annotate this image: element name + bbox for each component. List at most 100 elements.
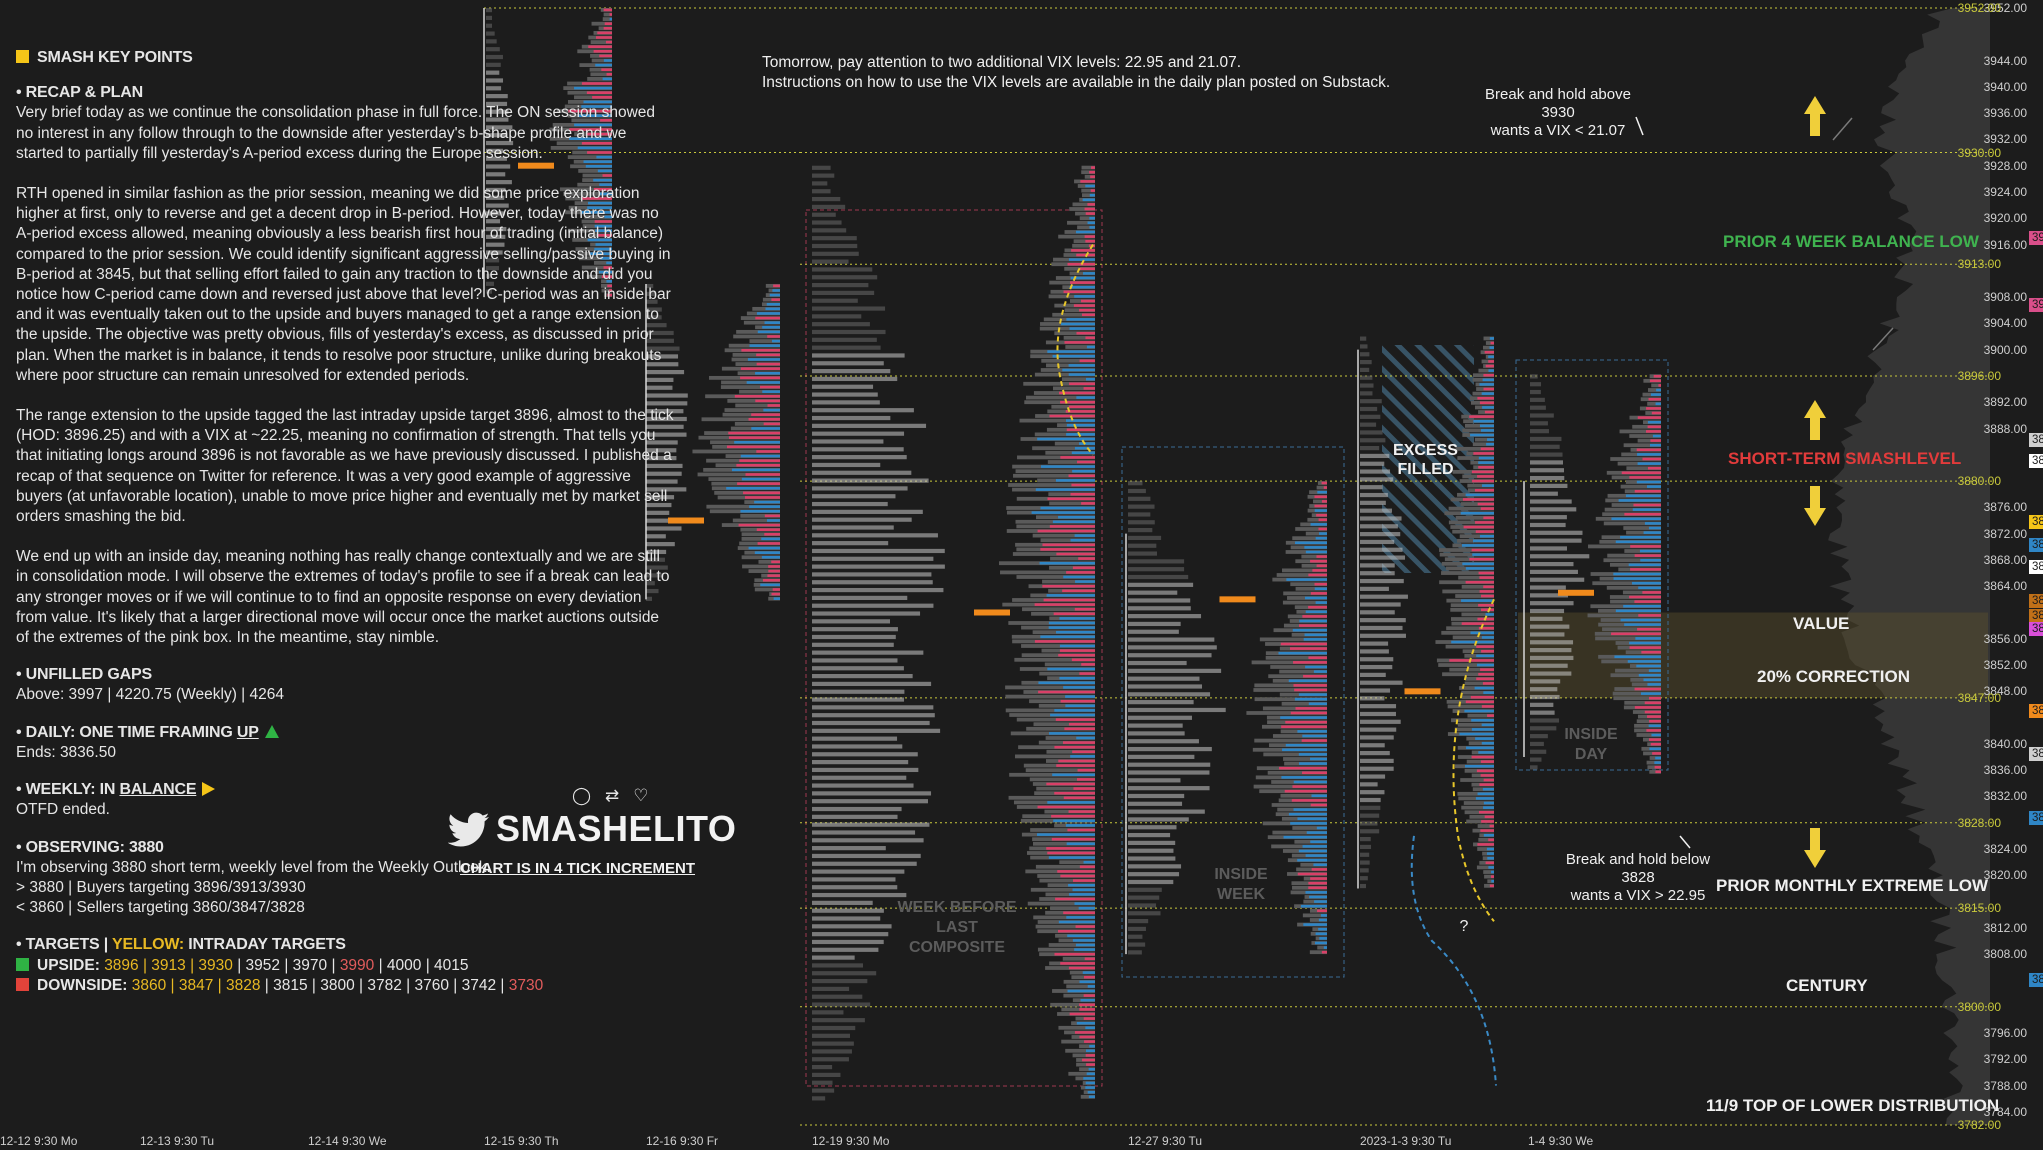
targets-heading: • TARGETS | YELLOW: INTRADAY TARGETS	[16, 936, 346, 954]
volume-bar	[1610, 457, 1661, 461]
heart-icon[interactable]: ♡	[633, 786, 663, 805]
tpo-row	[1530, 601, 1574, 606]
volume-bar	[741, 532, 780, 537]
delta-bar	[1046, 782, 1095, 786]
tpo-row	[1128, 919, 1149, 924]
volume-bar	[1487, 879, 1494, 884]
delta-bar	[1479, 783, 1494, 786]
retweet-icon[interactable]: ⇄	[605, 786, 634, 805]
pointer-below	[1679, 835, 1691, 849]
delta-bar	[587, 238, 612, 242]
delta-bar	[1040, 506, 1095, 510]
volume-bar	[1467, 483, 1494, 488]
delta-bar	[768, 569, 780, 573]
volume-bar	[1059, 860, 1095, 865]
volume-bar	[1084, 174, 1095, 179]
tpo-row	[646, 323, 667, 328]
tpo-row	[1360, 868, 1369, 873]
volume-bar	[1045, 736, 1095, 740]
delta-bar	[1629, 646, 1661, 649]
delta-bar	[1054, 709, 1095, 712]
tpo-row	[486, 62, 501, 67]
price-label: 3796.00	[1983, 1026, 2027, 1040]
tpo-row	[1360, 664, 1393, 670]
volume-bar	[1462, 428, 1494, 433]
delta-bar	[764, 532, 780, 536]
tpo-row	[812, 572, 932, 577]
delta-bar	[1478, 465, 1494, 469]
volume-bar	[1647, 401, 1661, 406]
delta-bar	[1651, 411, 1661, 415]
delta-bar	[1069, 893, 1095, 896]
tpo-row	[1128, 551, 1158, 556]
arrow-up-1	[1804, 96, 1826, 136]
delta-bar	[1048, 856, 1095, 859]
volume-bar	[1072, 1053, 1095, 1058]
volume-bar	[1461, 690, 1494, 695]
delta-bar	[1480, 594, 1494, 598]
tpo-row	[646, 315, 662, 320]
delta-bar	[593, 188, 612, 191]
tpo-row	[812, 1057, 849, 1062]
delta-bar	[1055, 479, 1095, 482]
volume-bar	[1068, 1071, 1095, 1076]
delta-bar	[1075, 230, 1095, 234]
delta-bar	[1063, 686, 1095, 689]
comment-icon[interactable]: ◯	[572, 786, 606, 805]
volume-bar	[1035, 864, 1095, 869]
time-label: 12-13 9:30 Tu	[140, 1134, 215, 1148]
delta-bar	[736, 463, 780, 467]
tpo-row	[812, 298, 858, 303]
delta-bar	[1483, 691, 1494, 694]
tpo-row	[1128, 504, 1155, 509]
level-price-label: 3800.00	[1957, 999, 2001, 1014]
tpo-row	[1530, 421, 1548, 426]
tpo-row	[646, 573, 664, 578]
delta-bar	[1465, 567, 1494, 570]
tpo-row	[486, 23, 492, 28]
time-label: 12-16 9:30 Fr	[646, 1134, 719, 1148]
delta-bar	[1476, 645, 1494, 648]
tpo-row	[812, 627, 898, 632]
delta-bar	[605, 40, 612, 44]
tpo-row	[1128, 739, 1199, 744]
delta-bar	[587, 201, 612, 205]
tpo-row	[1360, 852, 1370, 857]
delta-bar	[1634, 600, 1661, 603]
daily-text: Ends: 3836.50	[16, 743, 116, 761]
delta-bar	[1481, 484, 1494, 487]
delta-bar	[1077, 460, 1095, 464]
tpo-row	[646, 510, 670, 515]
volume-bar	[1073, 239, 1095, 244]
triangle-up-icon	[264, 724, 279, 738]
delta-bar	[1479, 401, 1494, 405]
delta-bar	[1479, 534, 1494, 538]
delta-bar	[1068, 405, 1095, 409]
delta-bar	[1451, 640, 1494, 644]
delta-bar	[1650, 393, 1661, 396]
tpo-row	[812, 939, 884, 945]
delta-bar	[594, 224, 612, 228]
delta-bar	[1079, 442, 1095, 445]
delta-bar	[1475, 521, 1494, 524]
delta-bar	[1059, 644, 1095, 648]
delta-bar	[740, 376, 780, 380]
delta-bar	[1647, 420, 1661, 424]
delta-bar	[1278, 651, 1327, 655]
delta-bar	[1482, 787, 1494, 791]
delta-bar	[1649, 379, 1661, 383]
tpo-row	[812, 181, 828, 186]
gaps-text: Above: 3997 | 4220.75 (Weekly) | 4264	[16, 686, 284, 704]
delta-bar	[751, 413, 780, 416]
delta-bar	[1081, 313, 1095, 317]
tpo-row	[1530, 522, 1566, 528]
arrow-up-2	[1804, 400, 1826, 440]
delta-bar	[609, 13, 612, 16]
yellow-square-icon	[16, 50, 29, 63]
volume-bar	[1008, 795, 1095, 800]
delta-bar	[1297, 858, 1327, 862]
tpo-row	[1530, 397, 1545, 402]
delta-bar	[1088, 1095, 1095, 1099]
volume-bar	[1271, 803, 1327, 807]
delta-bar	[1321, 481, 1327, 485]
